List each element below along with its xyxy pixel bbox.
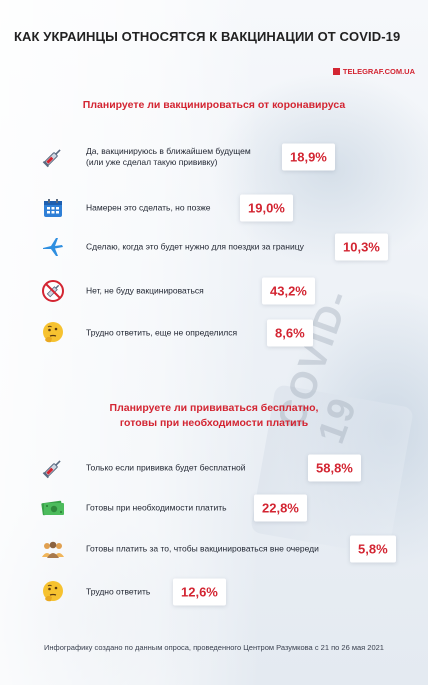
q2-answer-label-line: Готовы платить за то, чтобы вакцинироват… bbox=[86, 543, 319, 554]
q1-answer-label-line: Нет, не буду вакцинироваться bbox=[86, 285, 204, 296]
q1-percent-badge: 43,2% bbox=[262, 277, 315, 305]
page-title: КАК УКРАИНЦЫ ОТНОСЯТСЯ К ВАКЦИНАЦИИ ОТ C… bbox=[14, 29, 401, 44]
airplane-icon bbox=[38, 232, 68, 262]
q2-row: Трудно ответить 12,6% bbox=[0, 572, 428, 612]
q1-answer-label-line: Сделаю, когда это будет нужно для поездк… bbox=[86, 241, 304, 252]
q2-answer-label: Только если прививка будет бесплатной bbox=[86, 463, 245, 474]
question-2-line: готовы при необходимости платить bbox=[119, 417, 309, 429]
syringe-icon bbox=[38, 142, 68, 172]
q1-percent-badge: 18,9% bbox=[282, 143, 335, 171]
question-1-line: Планируете ли вакцинироваться от коронав… bbox=[82, 99, 346, 111]
syringe-icon bbox=[38, 453, 68, 483]
background-fade bbox=[0, 0, 260, 685]
footer-note: Инфографику создано по данным опроса, пр… bbox=[44, 643, 384, 652]
q2-row: Готовы платить за то, чтобы вакцинироват… bbox=[0, 529, 428, 569]
question-2-line: Планируете ли прививаться бесплатно, bbox=[109, 402, 319, 414]
q1-percent-badge: 19,0% bbox=[240, 194, 293, 222]
q1-percent-badge: 10,3% bbox=[335, 233, 388, 261]
question-2-title: Планируете ли прививаться бесплатно, гот… bbox=[0, 401, 428, 431]
no-vaccine-icon bbox=[38, 276, 68, 306]
q1-row: Да, вакцинируюсь в ближайшем будущем (или… bbox=[0, 137, 428, 177]
q2-answer-label-line: Только если прививка будет бесплатной bbox=[86, 462, 246, 473]
calendar-icon bbox=[38, 193, 68, 223]
thinking-face-icon bbox=[38, 318, 68, 348]
question-1-title: Планируете ли вакцинироваться от коронав… bbox=[0, 98, 428, 113]
q2-answer-label: Готовы платить за то, чтобы вакцинироват… bbox=[86, 544, 319, 555]
q1-answer-label: Намерен это сделать, но позже bbox=[86, 203, 211, 214]
q2-answer-label-line: Готовы при необходимости платить bbox=[86, 502, 227, 513]
q2-percent-badge: 12,6% bbox=[173, 578, 226, 606]
q2-answer-label: Трудно ответить bbox=[86, 587, 150, 598]
source-logo-icon bbox=[332, 68, 340, 75]
q2-percent-badge: 5,8% bbox=[350, 535, 396, 563]
q1-answer-label: Сделаю, когда это будет нужно для поездк… bbox=[86, 242, 304, 253]
q1-answer-label: Нет, не буду вакцинироваться bbox=[86, 286, 204, 297]
source-badge[interactable]: TELEGRAF.COM.UA bbox=[332, 67, 415, 76]
people-icon bbox=[38, 534, 68, 564]
q2-answer-label-line: Трудно ответить bbox=[86, 586, 151, 597]
q1-row: Сделаю, когда это будет нужно для поездк… bbox=[0, 227, 428, 267]
q1-answer-label-line: (или уже сделал такую прививку) bbox=[86, 157, 218, 167]
q2-row: Только если прививка будет бесплатной 58,… bbox=[0, 448, 428, 488]
q1-answer-label-line: Да, вакцинируюсь в ближайшем будущем bbox=[86, 146, 251, 156]
q1-row: Намерен это сделать, но позже 19,0% bbox=[0, 188, 428, 228]
q1-row: Трудно ответить, еще не определился 8,6% bbox=[0, 313, 428, 353]
q1-answer-label-line: Намерен это сделать, но позже bbox=[86, 202, 211, 213]
q2-percent-badge: 22,8% bbox=[254, 494, 307, 522]
q2-percent-badge: 58,8% bbox=[308, 454, 361, 482]
q1-row: Нет, не буду вакцинироваться 43,2% bbox=[0, 271, 428, 311]
q2-row: Готовы при необходимости платить 22,8% bbox=[0, 488, 428, 528]
money-icon bbox=[38, 493, 68, 523]
q1-answer-label-line: Трудно ответить, еще не определился bbox=[86, 327, 238, 338]
q2-answer-label: Готовы при необходимости платить bbox=[86, 503, 227, 514]
q1-percent-badge: 8,6% bbox=[267, 319, 313, 347]
thinking-face-icon bbox=[38, 577, 68, 607]
q1-answer-label: Да, вакцинируюсь в ближайшем будущем (или… bbox=[86, 146, 251, 168]
q1-answer-label: Трудно ответить, еще не определился bbox=[86, 328, 237, 339]
source-label: TELEGRAF.COM.UA bbox=[342, 67, 415, 76]
